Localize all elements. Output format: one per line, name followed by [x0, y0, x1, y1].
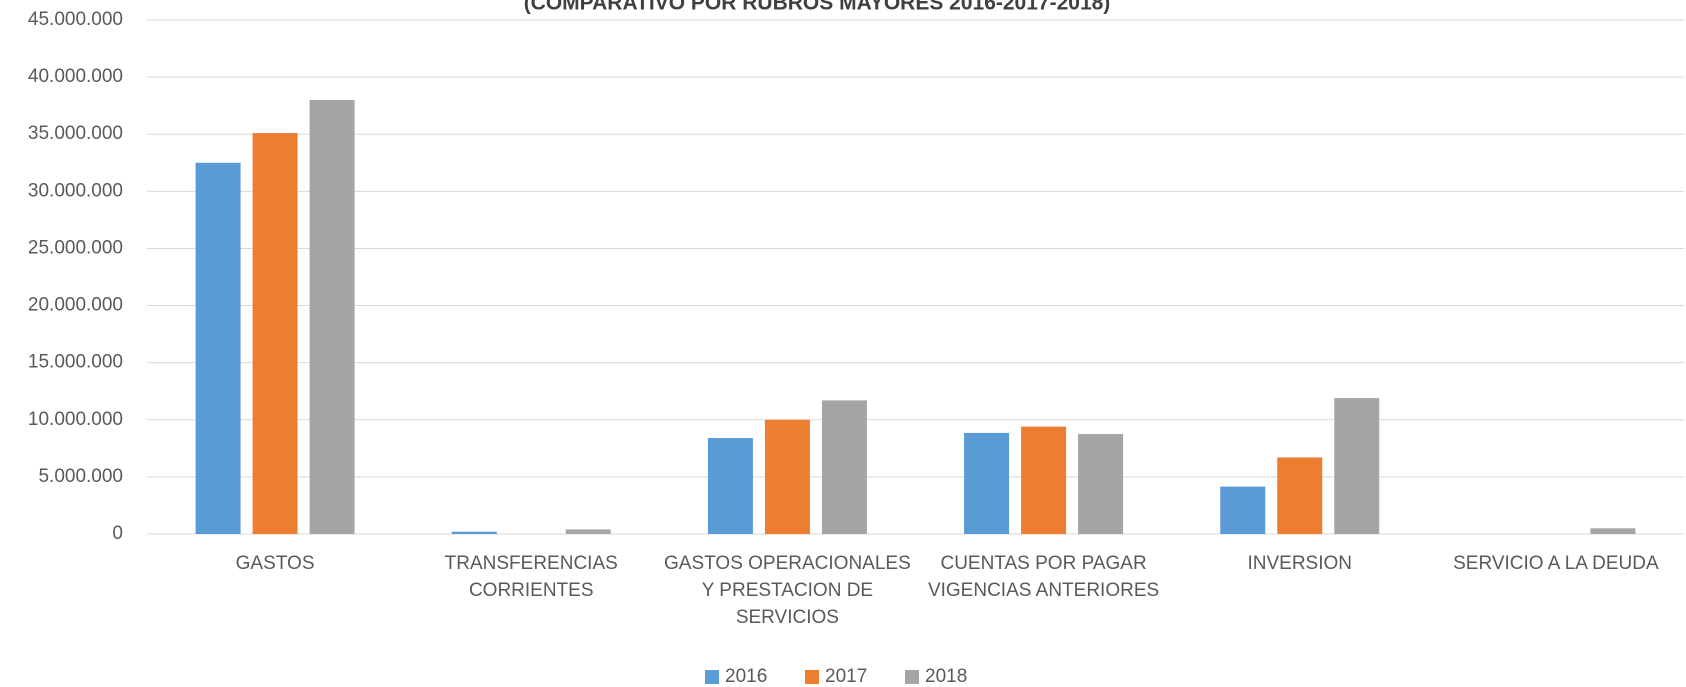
y-tick-label: 0 — [112, 523, 123, 544]
legend-swatch — [705, 670, 719, 684]
bar — [1078, 434, 1124, 534]
y-tick-label: 45.000.000 — [28, 9, 123, 30]
y-tick-label: 35.000.000 — [28, 123, 123, 144]
legend-label: 2018 — [925, 666, 967, 687]
bar — [565, 529, 611, 534]
bar — [1021, 426, 1067, 534]
bar — [1277, 457, 1323, 534]
y-tick-label: 15.000.000 — [28, 352, 123, 373]
x-tick-label: GASTOS OPERACIONALES Y PRESTACION DE SER… — [664, 553, 911, 628]
y-tick-label: 25.000.000 — [28, 237, 123, 258]
bar — [1220, 486, 1266, 534]
y-tick-label: 5.000.000 — [38, 466, 123, 487]
bar — [195, 162, 241, 534]
chart-title: (COMPARATIVO POR RUBROS MAYORES 2016-201… — [524, 0, 1111, 15]
x-tick-label: SERVICIO A LA DEUDA — [1453, 553, 1659, 574]
x-tick-label: CUENTAS POR PAGAR VIGENCIAS ANTERIORES — [927, 553, 1160, 601]
y-tick-label: 30.000.000 — [28, 180, 123, 201]
bar — [252, 133, 298, 534]
bar — [764, 419, 810, 534]
legend-swatch — [905, 670, 919, 684]
x-tick-label: GASTOS — [235, 553, 315, 574]
bar — [309, 99, 355, 534]
bar — [821, 400, 867, 534]
legend-swatch — [805, 670, 819, 684]
bar — [1334, 398, 1380, 534]
legend-label: 2017 — [825, 666, 867, 687]
bar — [451, 531, 497, 534]
x-tick-label: INVERSION — [1247, 553, 1352, 574]
bar — [1590, 528, 1636, 534]
y-tick-label: 20.000.000 — [28, 295, 123, 316]
bar — [964, 432, 1010, 534]
x-tick-label: TRANSFERENCIAS CORRIENTES — [444, 553, 618, 601]
y-tick-label: 10.000.000 — [28, 409, 123, 430]
y-tick-label: 40.000.000 — [28, 66, 123, 87]
legend-label: 2016 — [725, 666, 767, 687]
bar — [707, 438, 753, 534]
